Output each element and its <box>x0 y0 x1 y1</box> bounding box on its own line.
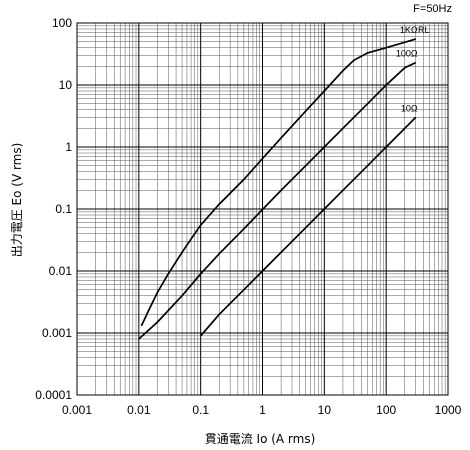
x-tick-label: 0.001 <box>62 403 92 417</box>
frequency-annotation: F=50Hz <box>413 3 452 15</box>
legend-title: RL <box>418 25 430 35</box>
series-label: 1KΩ <box>400 25 418 35</box>
x-tick-label: 1000 <box>435 403 462 417</box>
x-tick-label: 100 <box>376 403 396 417</box>
plot-frame <box>76 22 449 396</box>
series-line <box>200 116 417 337</box>
series-label: 10Ω <box>401 103 418 113</box>
series-lines: 1KΩ 100Ω 10Ω <box>138 25 418 340</box>
series-line <box>140 38 416 327</box>
y-tick-label: 0.001 <box>42 326 72 340</box>
y-tick-label: 100 <box>52 16 72 30</box>
y-tick-label: 1 <box>65 140 72 154</box>
x-tick-labels: 0.001 0.01 0.1 1 10 100 1000 <box>62 403 462 417</box>
y-tick-labels: 0.0001 0.001 0.01 0.1 1 10 100 <box>35 16 72 402</box>
x-tick-label: 1 <box>259 403 266 417</box>
series-label: 100Ω <box>396 49 418 59</box>
x-tick-label: 0.1 <box>192 403 209 417</box>
y-tick-label: 0.1 <box>55 202 72 216</box>
y-tick-label: 0.01 <box>49 264 73 278</box>
y-axis-label: 出力電圧 Eo (V rms) <box>10 143 24 258</box>
x-axis-label: 貫通電流 Io (A rms) <box>205 432 316 446</box>
series-line <box>138 61 417 340</box>
y-tick-label: 0.0001 <box>35 388 72 402</box>
x-tick-label: 0.01 <box>127 403 151 417</box>
x-tick-label: 10 <box>318 403 332 417</box>
y-tick-label: 10 <box>59 78 73 92</box>
